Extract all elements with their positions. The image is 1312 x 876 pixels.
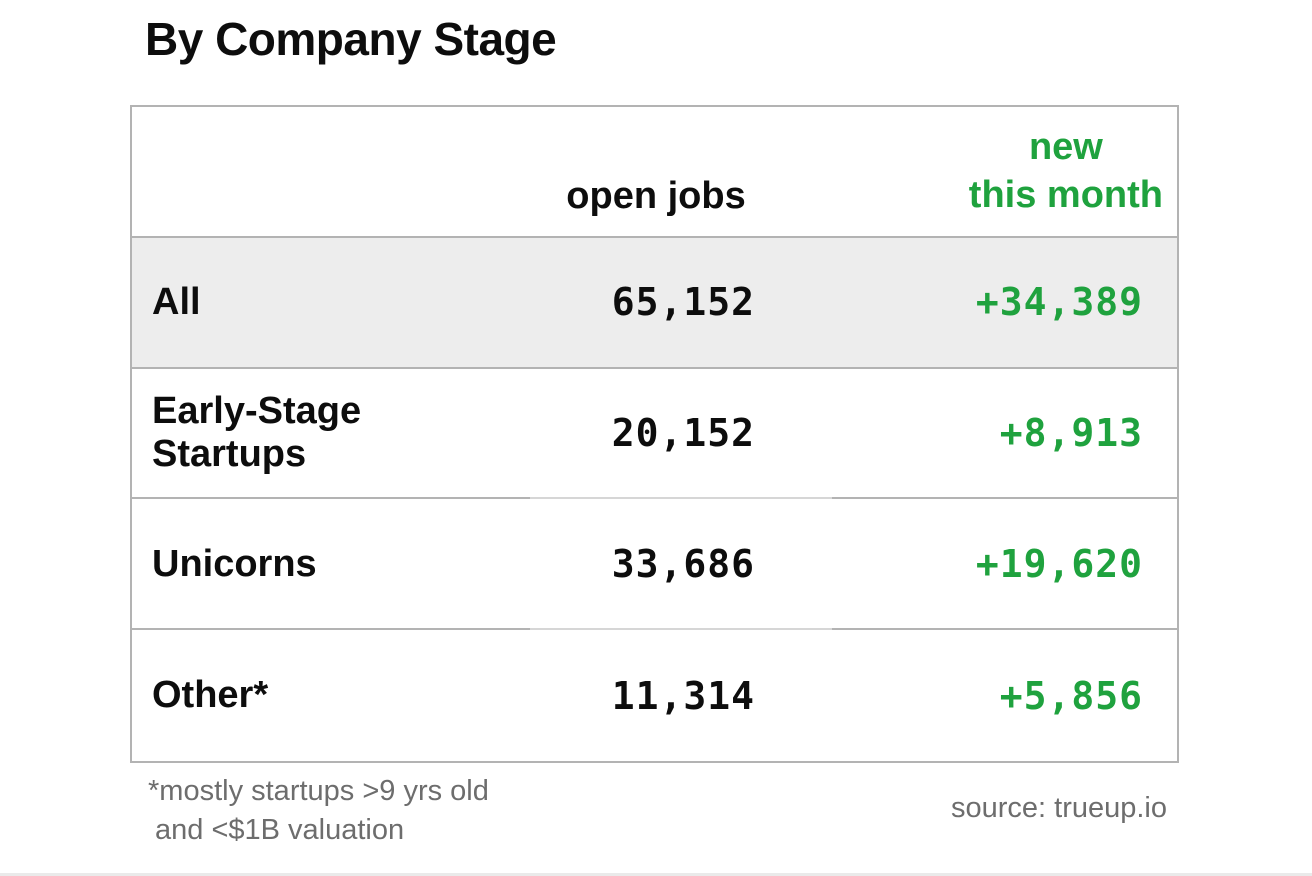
table-row-early-stage: Early-Stage Startups 20,152 +8,913 xyxy=(132,369,1177,500)
header-cell-empty xyxy=(132,107,530,238)
open-jobs-cell: 65,152 xyxy=(530,238,832,369)
source-credit: source: trueup.io xyxy=(950,792,1167,824)
row-label-cell: Other* xyxy=(132,630,530,761)
row-label-cell: All xyxy=(132,238,530,369)
open-jobs-value: 20,152 xyxy=(611,410,755,455)
open-jobs-value: 33,686 xyxy=(611,541,755,586)
row-label: Unicorns xyxy=(152,542,317,585)
header-cell-open-jobs: open jobs xyxy=(530,107,832,238)
open-jobs-header-label: open jobs xyxy=(566,174,746,217)
company-stage-table: open jobs new this month All 65,152 +34,… xyxy=(130,105,1179,763)
open-jobs-cell: 33,686 xyxy=(530,499,832,631)
table-row-all: All 65,152 +34,389 xyxy=(132,237,1177,369)
header-cell-new-this-month: new this month xyxy=(832,107,1177,238)
table-header-row: open jobs new this month xyxy=(132,107,1177,238)
new-this-month-cell: +8,913 xyxy=(832,369,1177,500)
footnote-line2: and <$1B valuation xyxy=(155,813,405,846)
open-jobs-value: 11,314 xyxy=(611,673,755,718)
row-label: Early-Stage Startups xyxy=(152,390,362,475)
new-header-line2: this month xyxy=(968,174,1163,217)
new-this-month-value: +8,913 xyxy=(999,410,1143,455)
footnote-line1: *mostly startups >9 yrs old xyxy=(148,775,489,807)
new-this-month-cell: +5,856 xyxy=(832,630,1177,761)
new-this-month-header-label: new this month xyxy=(969,123,1163,220)
new-this-month-value: +19,620 xyxy=(975,541,1143,586)
open-jobs-cell: 11,314 xyxy=(530,630,832,761)
row-label: Other* xyxy=(152,674,269,717)
new-this-month-value: +5,856 xyxy=(999,673,1143,718)
row-label-cell: Unicorns xyxy=(132,499,530,631)
table-row-unicorns: Unicorns 33,686 +19,620 xyxy=(132,499,1177,631)
new-header-line1: new xyxy=(1028,125,1103,168)
row-label-cell: Early-Stage Startups xyxy=(132,369,530,500)
new-this-month-cell: +34,389 xyxy=(832,238,1177,369)
row-label: All xyxy=(152,280,201,323)
new-this-month-value: +34,389 xyxy=(975,280,1143,325)
new-this-month-cell: +19,620 xyxy=(832,499,1177,631)
open-jobs-cell: 20,152 xyxy=(530,369,832,500)
open-jobs-value: 65,152 xyxy=(611,280,755,325)
footnote: *mostly startups >9 yrs old and <$1B val… xyxy=(148,772,489,849)
bottom-edge-divider xyxy=(0,873,1312,876)
page-title: By Company Stage xyxy=(145,13,557,65)
table-row-other: Other* 11,314 +5,856 xyxy=(132,630,1177,761)
